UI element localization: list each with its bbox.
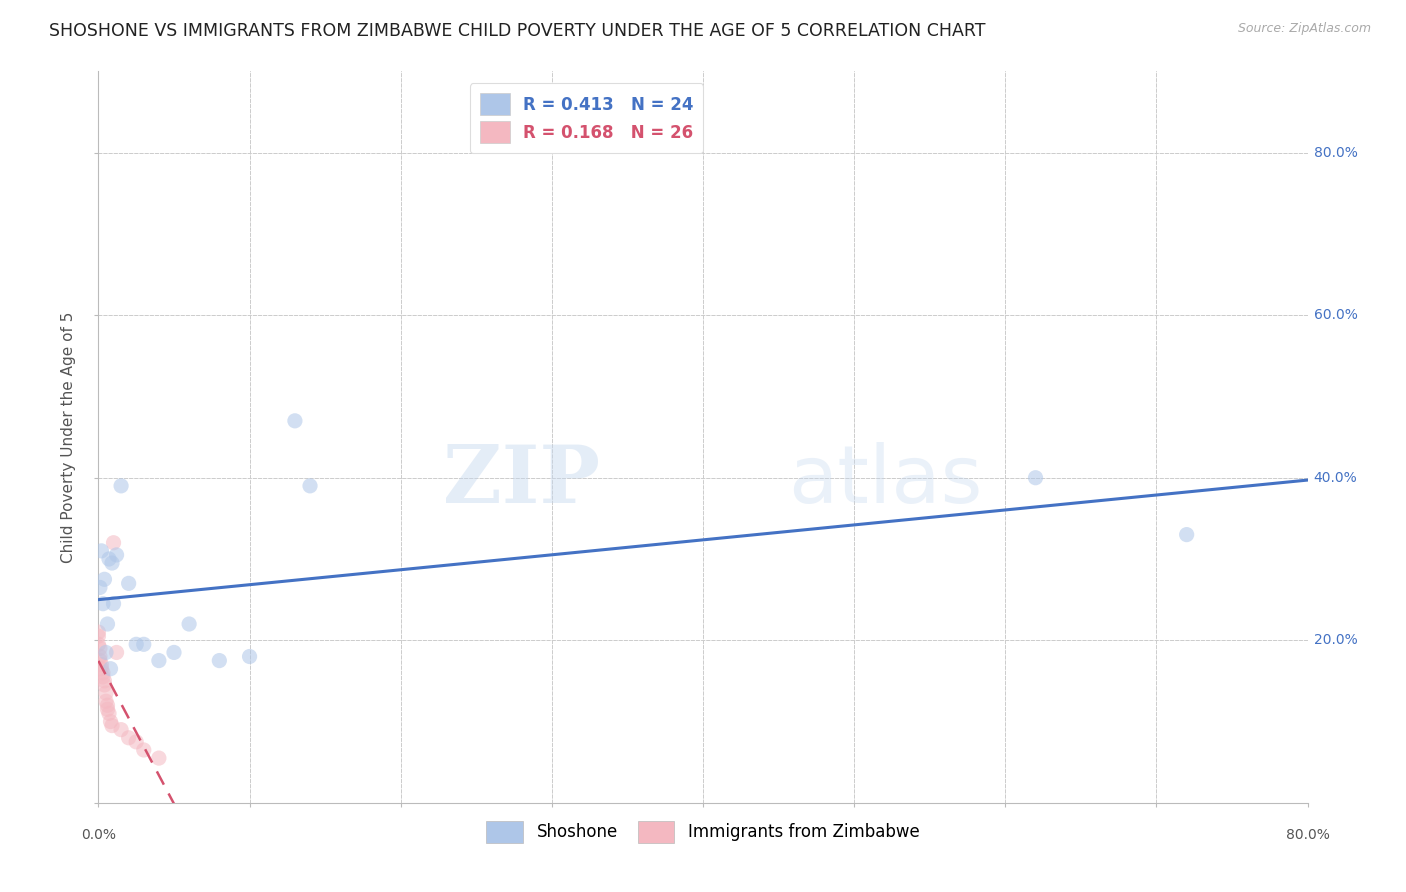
Point [105,645,128,659]
Text: 0.0%: 0.0% [82,829,115,842]
Text: 80.0%: 80.0% [1313,145,1358,160]
Point [98,552,121,566]
Point [1024,471,1046,485]
Point [118,576,141,591]
Text: SHOSHONE VS IMMIGRANTS FROM ZIMBABWE CHILD POVERTY UNDER THE AGE OF 5 CORRELATIO: SHOSHONE VS IMMIGRANTS FROM ZIMBABWE CHI… [49,22,986,40]
Point [1175,527,1198,541]
Point [91,597,114,611]
Point [96,617,118,632]
Point [98,706,121,721]
Point [94,686,117,700]
Point [148,751,170,765]
Point [90,657,112,672]
Point [284,414,307,428]
Point [96,698,118,713]
Point [101,718,124,732]
Text: 60.0%: 60.0% [1313,308,1358,322]
Y-axis label: Child Poverty Under the Age of 5: Child Poverty Under the Age of 5 [60,311,76,563]
Text: ZIP: ZIP [443,442,600,520]
Point [94,694,117,708]
Point [89,649,111,664]
Point [132,637,155,651]
Point [103,535,125,549]
Point [163,645,186,659]
Point [93,673,115,688]
Text: 20.0%: 20.0% [1313,633,1357,648]
Point [93,572,115,586]
Text: 40.0%: 40.0% [1313,471,1357,484]
Point [125,735,148,749]
Point [100,714,122,729]
Point [118,731,141,745]
Point [239,649,262,664]
Point [87,629,110,643]
Point [91,670,114,684]
Legend: Shoshone, Immigrants from Zimbabwe: Shoshone, Immigrants from Zimbabwe [479,814,927,849]
Point [132,743,155,757]
Point [125,637,148,651]
Point [103,597,125,611]
Point [110,723,132,737]
Point [148,654,170,668]
Point [90,544,112,558]
Point [101,556,124,570]
Point [110,479,132,493]
Point [94,645,117,659]
Point [100,662,122,676]
Point [89,581,111,595]
Point [179,617,201,632]
Text: Source: ZipAtlas.com: Source: ZipAtlas.com [1237,22,1371,36]
Point [93,678,115,692]
Point [89,654,111,668]
Point [87,625,110,640]
Point [91,665,114,680]
Point [87,637,110,651]
Text: atlas: atlas [787,442,981,520]
Point [96,702,118,716]
Text: 80.0%: 80.0% [1285,829,1330,842]
Point [105,548,128,562]
Point [89,641,111,656]
Point [299,479,322,493]
Point [90,662,112,676]
Point [208,654,231,668]
